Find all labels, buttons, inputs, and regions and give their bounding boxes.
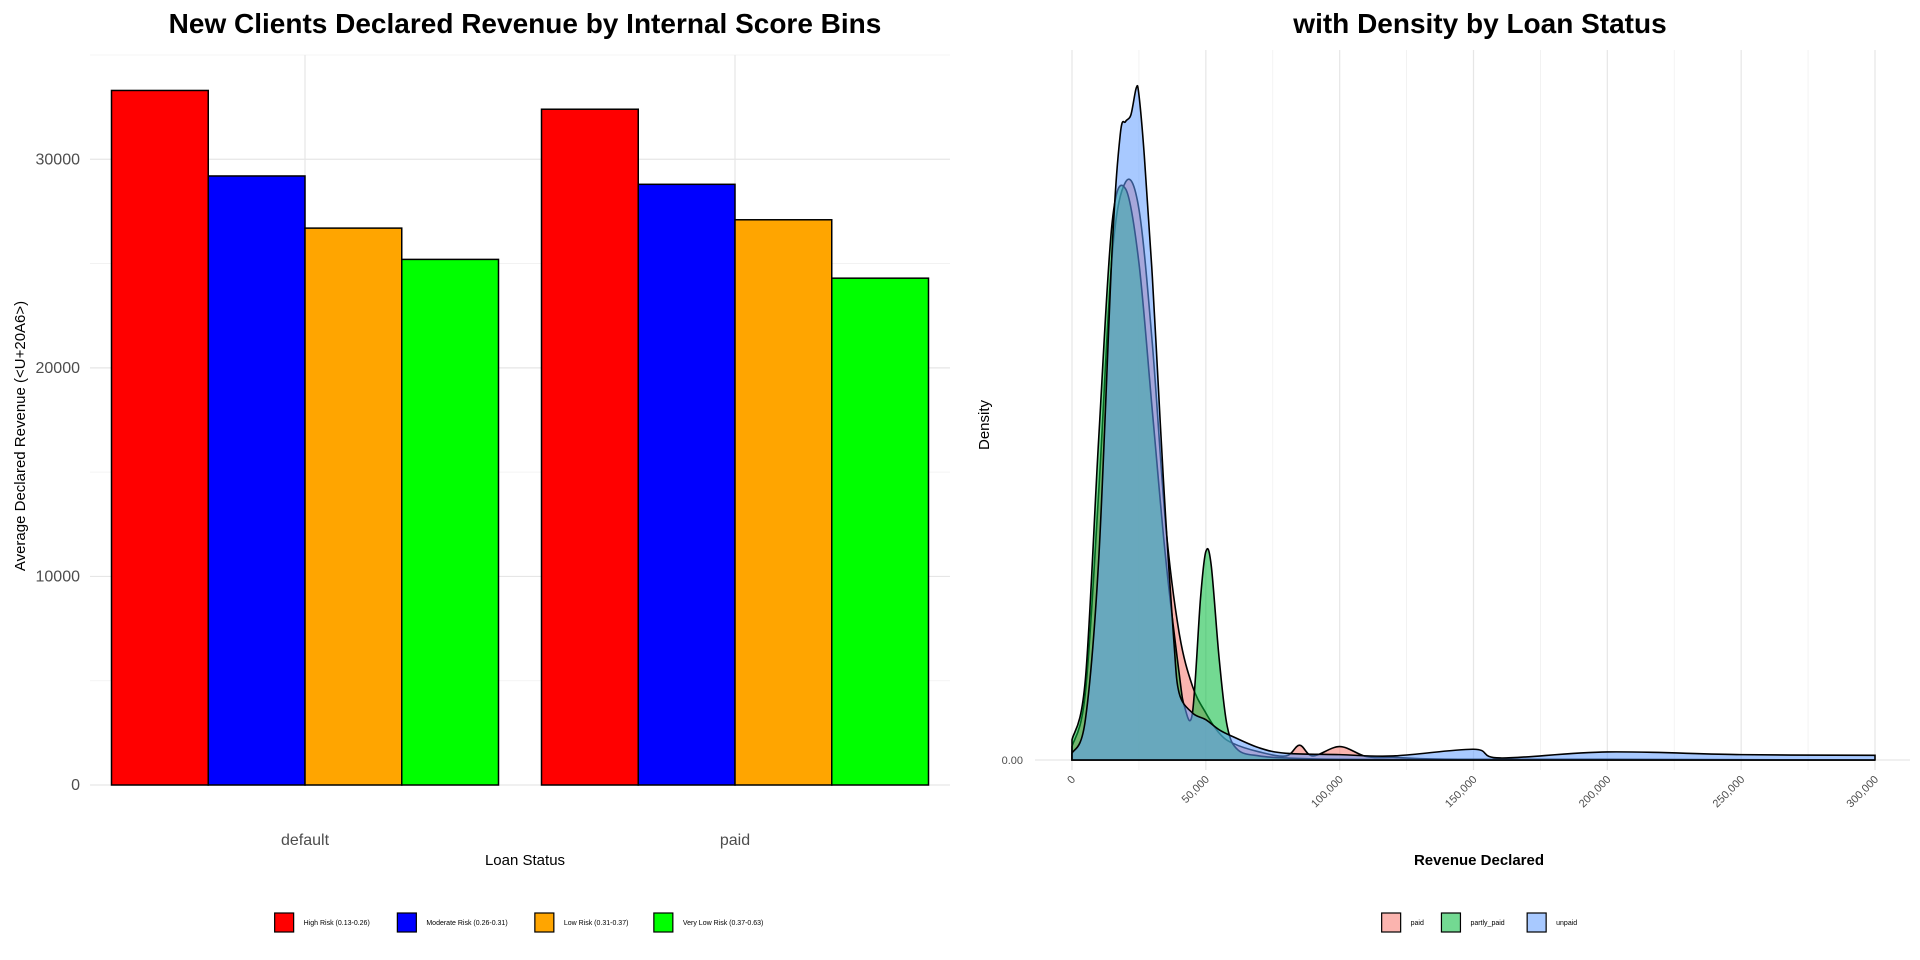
density-chart-x-tick-label: 200,000 [1577, 774, 1614, 811]
bar [734, 219, 833, 786]
bar [637, 183, 736, 786]
bar [540, 108, 639, 786]
density-chart-y-axis-title: Density [976, 399, 993, 450]
bar-chart-x-tick-label: default [281, 832, 330, 849]
bar-chart-x-axis-title: Loan Status [485, 852, 565, 869]
legend-label: unpaid [1556, 920, 1577, 927]
bar-chart-x-tick-label: paid [720, 832, 750, 849]
legend-label: Moderate Risk (0.26-0.31) [426, 920, 507, 927]
legend-swatch [396, 912, 417, 933]
bar [831, 277, 930, 786]
density-chart-x-tick-label: 300,000 [1845, 774, 1882, 811]
density-chart-x-tick-label: 100,000 [1309, 774, 1346, 811]
bar-chart-y-tick-label: 30000 [36, 151, 81, 168]
bar-chart-y-tick-label: 10000 [36, 568, 81, 585]
density-chart-legend: paid partly_paid unpaid [1381, 912, 1577, 933]
density-chart-x-ticks: 0 50,000 100,000 150,000 200,000 250,000 300,0… [1065, 774, 1881, 811]
bar-chart-legend: High Risk (0.13-0.26) Moderate Risk (0.26… [274, 912, 764, 933]
bar-chart-bars [110, 89, 930, 786]
legend-swatch [534, 912, 555, 933]
bar-chart-x-ticks: default paid [281, 832, 750, 849]
legend-label: paid [1411, 920, 1424, 927]
bar [207, 175, 306, 786]
bar-chart-y-ticks: 0 10000 20000 30000 [36, 151, 81, 794]
legend-swatch [1440, 912, 1462, 933]
density-chart-y-ticks: 0.00 [1002, 755, 1023, 767]
bar [110, 89, 209, 786]
legend-swatch [274, 912, 295, 933]
bar-chart-y-tick-label: 20000 [36, 360, 81, 377]
bar-chart-title: New Clients Declared Revenue by Internal… [169, 8, 882, 39]
density-chart-x-axis-title: Revenue Declared [1414, 852, 1544, 869]
legend-label: partly_paid [1470, 920, 1504, 927]
density-chart-x-tick-label: 0 [1065, 774, 1078, 787]
legend-swatch [1381, 912, 1402, 933]
bar-chart-y-tick-label: 0 [71, 777, 80, 794]
legend-swatch [653, 912, 674, 933]
legend-label: Low Risk (0.31-0.37) [564, 920, 629, 927]
density-chart-x-tick-label: 150,000 [1443, 774, 1480, 811]
legend-label: High Risk (0.13-0.26) [304, 920, 370, 927]
density-area-unpaid [1071, 84, 1876, 761]
bar [304, 227, 403, 786]
legend-label: Very Low Risk (0.37-0.63) [683, 920, 764, 927]
legend-swatch [1526, 912, 1547, 933]
bar-chart-y-axis-title: Average Declared Revenue (<U+20A6>) [12, 301, 29, 571]
density-chart-title: with Density by Loan Status [1292, 8, 1666, 39]
density-chart-x-tick-label: 250,000 [1711, 774, 1748, 811]
density-chart-x-tick-label: 50,000 [1180, 774, 1212, 806]
density-chart-y-tick-label: 0.00 [1002, 755, 1023, 767]
bar [401, 258, 500, 786]
density-chart-areas [1071, 84, 1876, 761]
